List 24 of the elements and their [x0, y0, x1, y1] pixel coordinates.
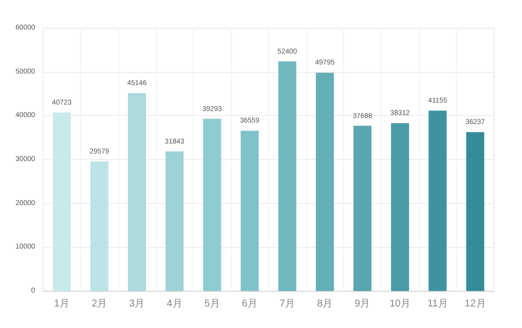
bar	[391, 123, 410, 291]
x-tick-label: 6月	[242, 298, 258, 310]
bar	[466, 132, 484, 291]
x-tick-label: 3月	[129, 298, 145, 310]
x-tick-label: 1月	[54, 298, 70, 310]
bar	[316, 72, 334, 291]
bar	[353, 126, 372, 291]
x-tick-label: 4月	[166, 298, 182, 310]
bar	[166, 151, 184, 291]
bar	[52, 112, 71, 291]
x-tick-label: 5月	[204, 298, 220, 310]
x-tick-label: 9月	[354, 298, 370, 310]
x-tick-label: 12月	[464, 298, 486, 310]
x-tick-label: 10月	[389, 298, 411, 310]
bar	[203, 118, 222, 291]
bar	[240, 130, 259, 291]
bar	[278, 61, 296, 291]
x-tick-label: 11月	[427, 298, 448, 310]
x-tick-label: 8月	[317, 298, 333, 310]
bar	[428, 110, 447, 291]
bar	[128, 93, 146, 291]
bar	[90, 161, 108, 291]
x-tick-label: 2月	[92, 298, 108, 310]
x-tick-label: 7月	[280, 298, 296, 310]
